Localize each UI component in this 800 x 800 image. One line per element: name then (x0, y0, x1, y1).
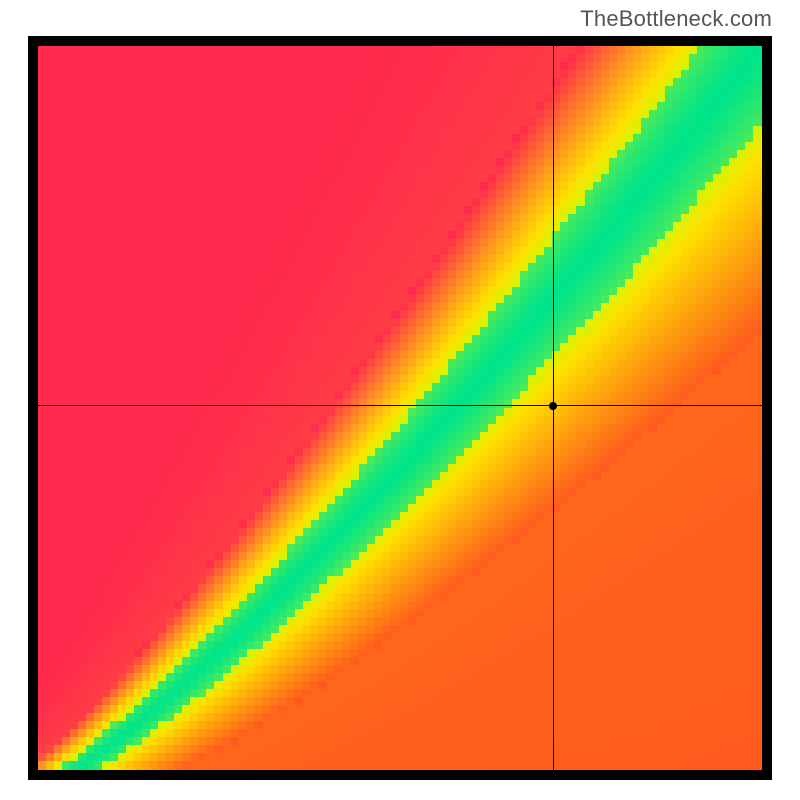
chart-container: TheBottleneck.com (0, 0, 800, 800)
crosshair-horizontal (38, 405, 762, 406)
heatmap-canvas (38, 46, 762, 770)
watermark-text: TheBottleneck.com (580, 6, 772, 32)
plot-frame (28, 36, 772, 780)
